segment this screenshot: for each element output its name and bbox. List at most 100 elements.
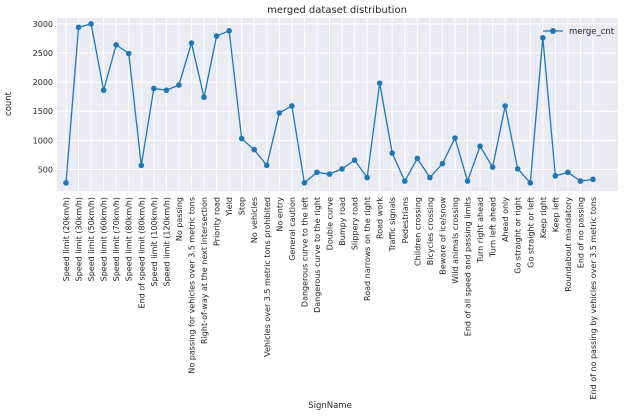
y-tick-label: 3000 (33, 20, 53, 29)
x-tick-label: Beware of ice/snow (438, 197, 447, 275)
x-tick-label: Keep right (539, 197, 548, 238)
x-tick-label: Yield (225, 197, 234, 217)
y-tick-label: 2500 (33, 49, 53, 58)
x-tick-label: Priority road (213, 197, 222, 246)
data-point (351, 157, 358, 163)
x-tick-label: Road work (376, 197, 385, 239)
data-point (151, 85, 157, 92)
data-point (201, 94, 207, 101)
x-tick-label: Road narrows on the right (363, 197, 372, 301)
data-point (314, 169, 320, 176)
x-tick-label: Ahead only (501, 197, 510, 242)
data-point (401, 178, 408, 184)
x-tick-label: Speed limit (20km/h) (62, 197, 71, 281)
x-tick-label: Double curve (326, 197, 335, 250)
data-point (489, 164, 496, 170)
x-tick-label: General caution (288, 197, 297, 261)
data-point (138, 162, 145, 169)
x-tick-label: Stop (238, 197, 247, 215)
x-tick-label: End of speed limit (80km/h) (137, 197, 146, 308)
data-point (464, 178, 471, 184)
data-point (376, 80, 383, 87)
x-tick-label: Children crossing (413, 197, 422, 266)
y-tick-label: 1000 (33, 136, 53, 145)
data-point (301, 180, 308, 186)
chart-title: merged dataset distribution (267, 5, 407, 16)
x-tick-label: Go straight or left (526, 197, 535, 268)
data-point (276, 110, 283, 116)
x-tick-label: Vehicles over 3.5 metric tons prohibited (263, 197, 272, 357)
data-point (63, 180, 69, 186)
legend-label: merge_cnt (569, 27, 615, 37)
data-point (238, 135, 245, 142)
x-tick-label: No passing (175, 197, 184, 241)
x-tick-label: Speed limit (120km/h) (162, 197, 171, 286)
x-tick-label: No entry (275, 197, 284, 232)
data-point (389, 150, 396, 156)
data-point (477, 143, 483, 149)
x-tick-label: Dangerous curve to the right (313, 197, 322, 313)
y-axis-label: count (4, 91, 14, 116)
x-tick-label: Roundabout mandatory (564, 197, 573, 292)
x-tick-label: Speed limit (50km/h) (87, 197, 96, 281)
x-gridlines (65, 18, 594, 191)
data-point (213, 33, 220, 39)
y-tick-labels: 500 1000 1500 2000 2500 3000 (33, 20, 53, 175)
x-tick-label: Pedestrians (401, 197, 410, 243)
data-point (577, 178, 584, 184)
data-point (100, 87, 107, 94)
data-point (188, 40, 195, 46)
plot-background (57, 18, 618, 191)
x-tick-label: End of no passing by vehicles over 3.5 m… (589, 197, 598, 400)
x-tick-label: Dangerous curve to the left (300, 197, 309, 307)
y-tick-label: 1500 (33, 107, 53, 116)
data-point (565, 169, 571, 176)
legend: merge_cnt (543, 27, 615, 37)
x-tick-label: Right-of-way at the next intersection (200, 197, 209, 344)
data-point (289, 103, 295, 109)
data-point (163, 87, 170, 94)
data-point (414, 155, 421, 162)
data-point (125, 50, 132, 57)
x-tick-label: End of no passing (576, 197, 585, 268)
data-point (502, 103, 508, 109)
data-point (427, 174, 433, 181)
x-tick-label: Turn right ahead (476, 197, 485, 264)
y-tick-label: 2000 (33, 78, 53, 87)
data-point (251, 146, 258, 153)
x-tick-label: Slippery road (351, 197, 360, 250)
x-tick-label: Speed limit (70km/h) (112, 197, 121, 281)
data-point (552, 173, 559, 179)
x-axis-label: SignName (308, 401, 352, 411)
data-point (514, 166, 521, 172)
data-point (339, 166, 345, 172)
x-tick-label: Speed limit (80km/h) (125, 197, 134, 281)
data-point (113, 41, 119, 48)
x-tick-label: Speed limit (100km/h) (150, 197, 159, 286)
x-tick-labels: Speed limit (20km/h) Speed limit (30km/h)… (62, 197, 598, 400)
data-point (439, 160, 446, 167)
y-tick-label: 500 (38, 165, 53, 174)
data-point (527, 180, 534, 186)
x-tick-label: Speed limit (60km/h) (100, 197, 109, 281)
data-point (326, 171, 333, 177)
data-point (75, 24, 82, 31)
x-tick-label: Wild animals crossing (451, 197, 460, 284)
x-tick-label: Traffic signals (388, 197, 397, 252)
x-tick-label: No passing for vehicles over 3.5 metric … (187, 197, 196, 374)
x-tick-label: No vehicles (250, 197, 259, 243)
x-tick-label: Go straight or right (514, 197, 523, 274)
data-point (88, 21, 94, 27)
data-point (263, 162, 270, 169)
series-points (63, 21, 596, 186)
data-point (540, 35, 546, 41)
x-tick-label: Bicycles crossing (426, 197, 435, 265)
data-point (364, 174, 370, 181)
legend-marker-icon (550, 28, 556, 34)
data-point (590, 176, 596, 183)
data-point (452, 135, 458, 141)
x-tick-label: Keep left (551, 197, 560, 232)
x-tick-label: Bumpy road (338, 197, 347, 246)
data-point (226, 28, 232, 34)
